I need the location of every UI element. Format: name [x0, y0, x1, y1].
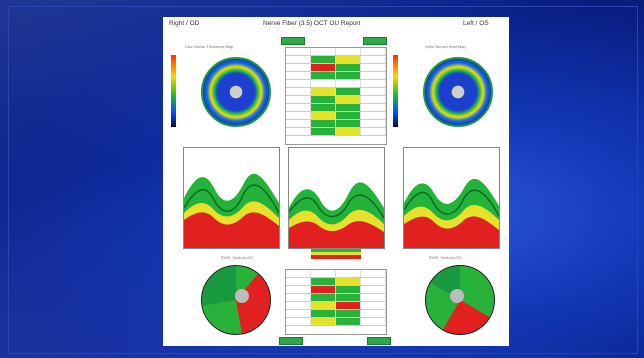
top-button-right[interactable] [363, 37, 387, 45]
os-thickness-map [423, 57, 493, 127]
os-optic-disc [450, 289, 464, 303]
left-pie-title: RNFL Sectors OD [221, 255, 254, 260]
od-map-title: Disc Sector Thickness Map [185, 44, 234, 49]
os-tsnit-graph [403, 178, 500, 248]
header-right-eye: Left / OS [463, 20, 489, 27]
parameter-table [285, 47, 387, 145]
os-tsnit-chart [403, 147, 500, 249]
slide-frame [8, 6, 638, 354]
od-colorbar [171, 55, 176, 127]
report-title: Nerve Fiber (3.5) OCT OU Report [263, 20, 361, 27]
right-pie-title: RNFL Sectors OS [429, 255, 461, 260]
sector-table [285, 269, 387, 335]
oct-report-page: Right / OD Nerve Fiber (3.5) OCT OU Repo… [163, 17, 509, 346]
ou-tsnit-chart [288, 147, 385, 249]
os-map-title: Optic Nerve Head Map [425, 44, 466, 49]
od-sector-pie [201, 265, 271, 335]
header-left-eye: Right / OD [169, 20, 200, 27]
os-colorbar [393, 55, 398, 127]
od-optic-disc [235, 289, 249, 303]
ou-tsnit-graph [288, 182, 385, 248]
bottom-button-left[interactable] [279, 337, 303, 345]
od-tsnit-graph [183, 173, 280, 248]
od-thickness-map [201, 57, 271, 127]
bottom-button-right[interactable] [367, 337, 391, 345]
od-tsnit-chart [183, 147, 280, 249]
top-button-left[interactable] [281, 37, 305, 45]
legend-bar [311, 249, 361, 259]
